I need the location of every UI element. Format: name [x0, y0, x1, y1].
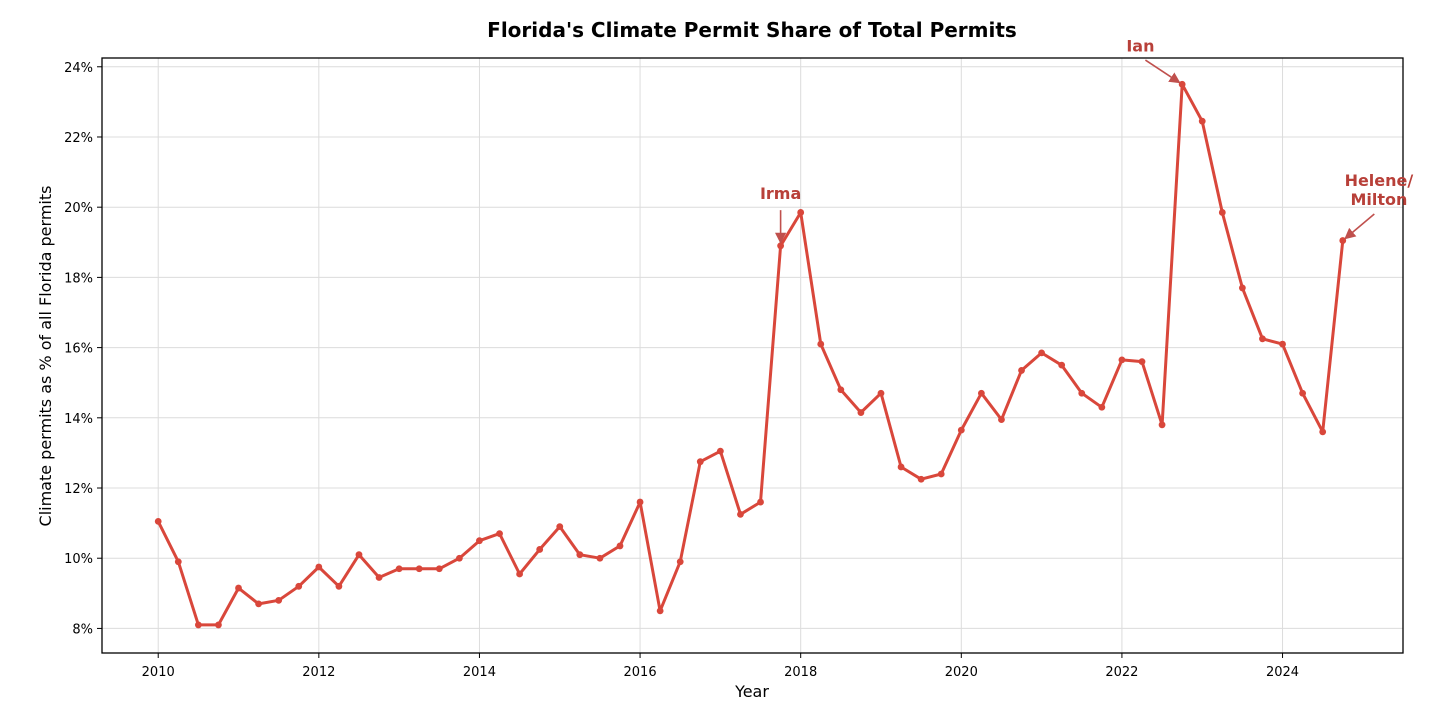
y-tick-label: 16% [64, 342, 93, 357]
y-tick-label: 8% [72, 622, 93, 637]
data-point [154, 517, 162, 525]
data-point [556, 523, 564, 531]
x-tick-label: 2018 [784, 665, 817, 680]
data-point [194, 621, 202, 629]
data-point [395, 565, 403, 573]
y-tick-label: 18% [64, 271, 93, 286]
y-tick-label: 22% [64, 131, 93, 146]
data-point [1078, 389, 1086, 397]
data-point [1259, 335, 1266, 343]
annotation-label: Ian [1126, 37, 1154, 56]
x-axis-label: Year [734, 682, 769, 701]
data-point [496, 530, 503, 538]
data-point [877, 389, 885, 397]
x-tick-label: 2012 [302, 665, 335, 680]
data-point [917, 475, 925, 483]
y-tick-label: 24% [64, 61, 93, 76]
x-tick-label: 2022 [1105, 665, 1138, 680]
data-point [215, 621, 222, 629]
x-tick-label: 2020 [945, 665, 978, 680]
data-point [295, 582, 303, 590]
data-point [596, 554, 604, 562]
data-point [174, 558, 182, 566]
data-point [335, 582, 343, 590]
data-point [355, 551, 363, 559]
chart-title: Florida's Climate Permit Share of Total … [487, 18, 1017, 42]
grid [102, 58, 1403, 653]
data-point [315, 563, 323, 571]
data-point [857, 409, 865, 416]
data-point [837, 386, 845, 394]
data-point [415, 565, 423, 573]
annotation-arrow [1144, 59, 1181, 84]
data-point [235, 584, 242, 592]
data-point [777, 242, 785, 250]
annotations: Irma Ian Helene/Milton [760, 37, 1414, 244]
y-tick-label: 10% [64, 552, 93, 567]
annotation-label: Helene/ [1345, 171, 1414, 190]
axis-ticks: 2010 2012 2014 2016 2018 2020 2022 2024 8% 10% 12%… [64, 61, 1299, 680]
y-tick-label: 12% [64, 482, 93, 497]
annotation-label: Irma [760, 184, 801, 203]
data-point [1198, 117, 1206, 125]
data-point [636, 498, 644, 506]
y-tick-label: 20% [64, 201, 93, 216]
data-point [1218, 209, 1226, 216]
data-point [1238, 284, 1246, 292]
data-point [1118, 356, 1126, 364]
data-point [696, 458, 704, 466]
y-tick-label: 14% [64, 412, 93, 427]
data-point [1138, 358, 1146, 366]
data-point [455, 554, 463, 562]
data-point [1279, 340, 1286, 348]
data-points [154, 80, 1347, 629]
data-point [536, 546, 544, 553]
annotation-arrow [1344, 213, 1375, 240]
x-tick-label: 2010 [142, 665, 175, 680]
data-point [1058, 361, 1066, 369]
data-point [275, 596, 283, 604]
y-axis-label: Climate permits as % of all Florida perm… [36, 186, 55, 527]
data-point [957, 426, 965, 434]
data-point [435, 565, 443, 573]
data-point [897, 463, 905, 471]
data-point [757, 498, 764, 506]
data-point [1319, 428, 1327, 436]
data-point [977, 389, 985, 397]
data-point [797, 209, 805, 216]
data-point [255, 600, 263, 608]
data-point [1038, 349, 1046, 357]
data-point [716, 447, 724, 455]
data-point [576, 551, 584, 559]
data-point [476, 537, 483, 545]
plot-frame [101, 57, 1404, 654]
data-point [375, 574, 383, 581]
data-point [1018, 367, 1025, 374]
x-tick-label: 2016 [624, 665, 657, 680]
data-point [998, 416, 1005, 423]
annotation-label: Milton [1350, 190, 1407, 209]
data-point [937, 470, 945, 478]
data-point [1158, 421, 1166, 429]
data-point [656, 607, 664, 615]
data-point [676, 558, 684, 566]
data-point [516, 570, 524, 578]
series-line [156, 82, 1345, 627]
data-point [616, 542, 624, 550]
data-point [1299, 389, 1307, 397]
x-tick-label: 2014 [463, 665, 496, 680]
x-tick-label: 2024 [1266, 665, 1299, 680]
data-point [1098, 403, 1106, 411]
data-point [737, 510, 744, 518]
data-point [817, 340, 825, 348]
